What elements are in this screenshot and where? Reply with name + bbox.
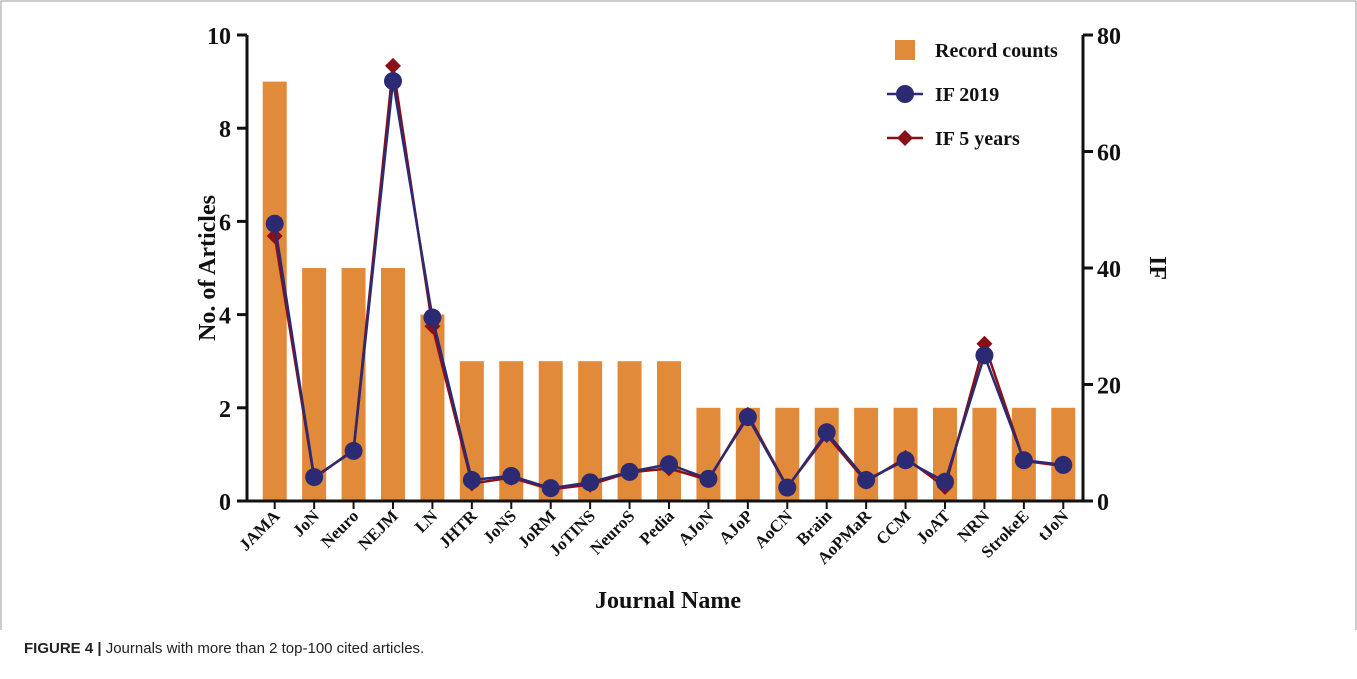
point (660, 455, 678, 474)
point (541, 479, 560, 498)
y2-tick-label: 80 (1097, 24, 1121, 50)
point (1014, 451, 1033, 470)
point (502, 466, 521, 485)
y2-tick-label: 20 (1097, 374, 1121, 400)
x-tick-label: Neuro (317, 506, 362, 551)
legend-label: IF 5 years (935, 128, 1020, 150)
legend-marker (896, 85, 914, 103)
point (423, 308, 442, 327)
x-tick-label: AJoP (715, 506, 756, 547)
point (817, 423, 836, 442)
x-tick-label: JAMA (235, 506, 284, 555)
point (975, 346, 994, 365)
x-tick-label: NEJM (354, 506, 401, 553)
point (857, 471, 876, 490)
caption-label: FIGURE 4 | (24, 640, 102, 657)
bar (381, 268, 405, 501)
point (344, 441, 363, 460)
x-axis-label: Journal Name (595, 588, 741, 614)
bar (420, 314, 445, 501)
x-tick-label: CCM (872, 506, 914, 548)
caption-text: Journals with more than 2 top-100 cited … (105, 640, 425, 657)
bar (538, 361, 563, 501)
y-tick-label: 10 (207, 24, 231, 50)
point (620, 462, 639, 481)
bar (302, 268, 327, 501)
point (699, 469, 718, 488)
caption: FIGURE 4 | Journals with more than 2 top… (24, 640, 424, 657)
point (738, 408, 757, 427)
y-tick-label: 4 (219, 304, 231, 330)
point (778, 478, 797, 497)
point (936, 472, 954, 491)
y-tick-label: 8 (219, 117, 231, 143)
x-tick-label: tJoN (1034, 506, 1073, 545)
x-tick-label: JoN (289, 506, 324, 541)
y-tick-label: 6 (219, 210, 231, 236)
point (384, 72, 402, 91)
point (581, 473, 600, 492)
point (385, 57, 401, 74)
legend-swatch (895, 40, 915, 60)
y2-tick-label: 60 (1097, 141, 1121, 167)
x-tick-label: JoAT (913, 506, 955, 548)
bar (657, 361, 681, 501)
bar (814, 407, 839, 501)
y2-tick-label: 0 (1097, 490, 1109, 516)
y-axis-label: No. of Articles (195, 195, 221, 341)
x-tick-label: Pedia (636, 506, 679, 549)
x-tick-label: AoCN (751, 506, 797, 552)
x-tick-label: JoNS (479, 506, 520, 547)
legend-marker (897, 130, 913, 146)
x-tick-label: LN (411, 506, 442, 537)
legend-label: IF 2019 (935, 84, 999, 106)
x-tick-label: AJoN (674, 506, 717, 549)
y-tick-label: 0 (219, 490, 231, 516)
point (266, 227, 283, 244)
point (462, 471, 481, 490)
point (896, 451, 915, 470)
legend-label: Record counts (935, 40, 1058, 62)
bar (341, 268, 366, 501)
point (305, 468, 324, 487)
point (265, 214, 284, 233)
bar (972, 407, 997, 501)
y-tick-label: 2 (219, 397, 231, 423)
x-tick-label: NeuroS (586, 506, 638, 558)
bar (1051, 407, 1076, 501)
y2-axis-label: IF (1144, 256, 1170, 280)
y2-tick-label: 40 (1097, 257, 1121, 283)
point (1054, 455, 1073, 474)
x-tick-label: JHTR (435, 506, 481, 552)
